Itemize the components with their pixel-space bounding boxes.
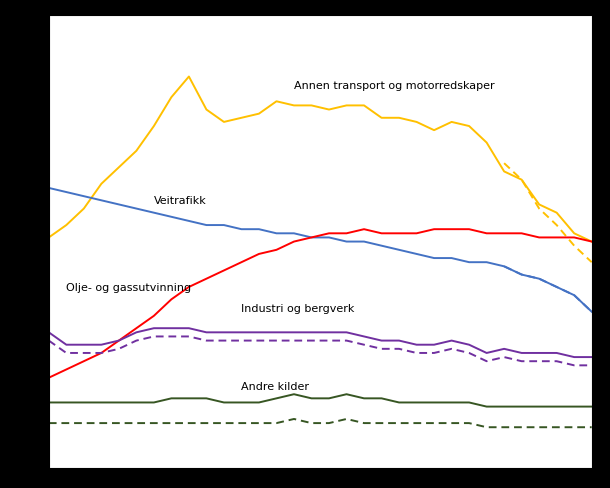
- Text: Annen transport og motorredskaper: Annen transport og motorredskaper: [294, 81, 495, 91]
- Text: Veitrafikk: Veitrafikk: [154, 197, 207, 206]
- Text: Industri og bergverk: Industri og bergverk: [242, 304, 355, 314]
- Text: Olje- og gassutvinning: Olje- og gassutvinning: [66, 283, 192, 293]
- Text: Andre kilder: Andre kilder: [242, 382, 309, 392]
